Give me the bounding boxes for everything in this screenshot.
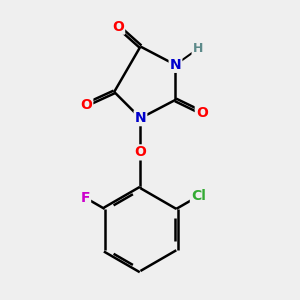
Text: N: N	[135, 111, 146, 125]
Text: N: N	[170, 58, 181, 72]
Text: F: F	[81, 191, 90, 205]
Text: O: O	[80, 98, 92, 112]
Text: O: O	[112, 20, 124, 34]
Text: H: H	[193, 42, 203, 56]
Text: O: O	[196, 106, 208, 120]
Text: Cl: Cl	[191, 189, 206, 203]
Text: O: O	[134, 146, 146, 159]
